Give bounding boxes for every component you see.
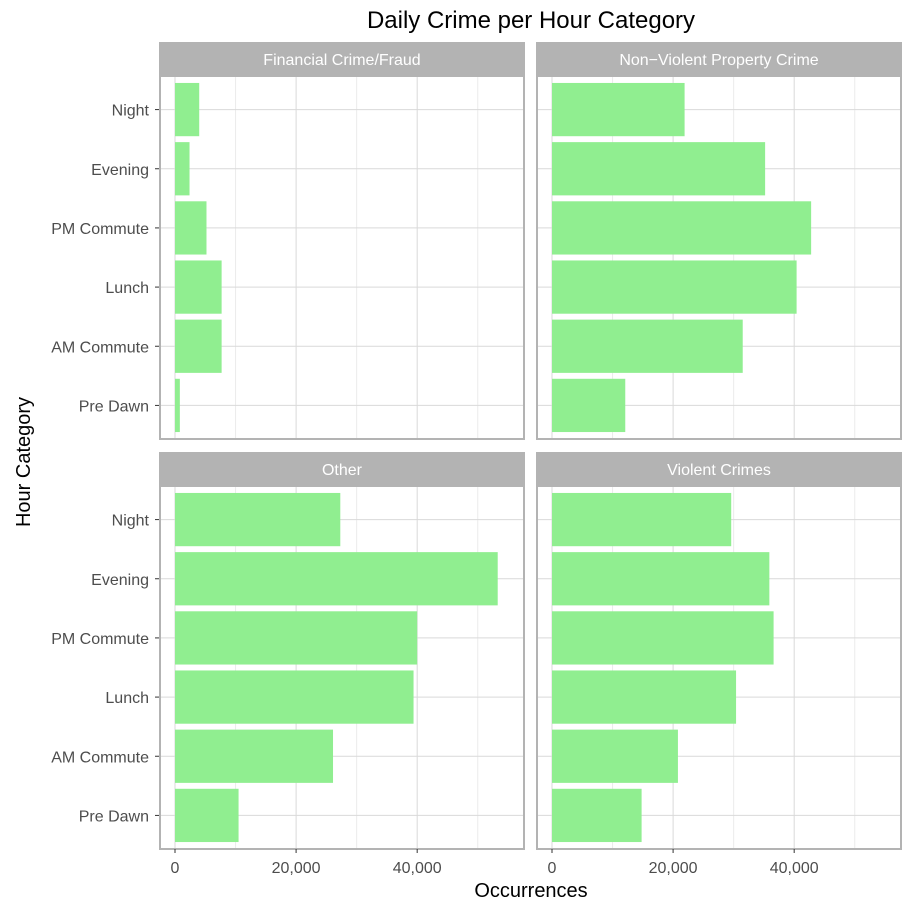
bar	[175, 552, 498, 606]
bar	[175, 142, 190, 196]
facet-panel: Non−Violent Property Crime	[536, 42, 902, 440]
bar	[552, 788, 642, 843]
facet-strip	[159, 452, 525, 486]
x-tick-label: 20,000	[272, 860, 321, 877]
bar	[175, 201, 207, 255]
facet-strip	[536, 42, 902, 76]
facet-panel: Other Pre Dawn AM Commute Lunch PM Commute Ev…	[51, 452, 525, 877]
bar	[552, 319, 743, 373]
bar	[175, 492, 341, 547]
panel-border	[159, 75, 525, 440]
panel-border	[536, 75, 902, 440]
facet-strip	[159, 42, 525, 76]
y-tick-label: Pre Dawn	[79, 808, 149, 825]
y-tick-label: PM Commute	[51, 631, 149, 648]
bar	[552, 142, 766, 196]
panels-layer: Financial Crime/Fraud Pre Dawn AM Commute L…	[51, 42, 902, 877]
y-axis-title: Hour Category	[13, 397, 35, 527]
bar	[552, 670, 737, 724]
bar	[175, 611, 418, 665]
x-axis-title: Occurrences	[474, 880, 587, 902]
panel-border	[159, 485, 525, 850]
y-tick-label: Pre Dawn	[79, 398, 149, 415]
bar	[552, 260, 797, 314]
bar	[175, 82, 200, 137]
panel-border	[536, 485, 902, 850]
bar	[175, 260, 222, 314]
x-tick-label: 20,000	[649, 860, 698, 877]
bar	[175, 670, 414, 724]
bar	[552, 492, 732, 547]
y-tick-label: Evening	[91, 162, 149, 179]
x-tick-label: 40,000	[393, 860, 442, 877]
facet-panel: Financial Crime/Fraud Pre Dawn AM Commute L…	[51, 42, 525, 440]
x-tick-label: 0	[171, 860, 180, 877]
chart-title: Daily Crime per Hour Category	[367, 7, 695, 34]
bar	[175, 378, 180, 433]
bar	[552, 611, 774, 665]
bar	[552, 82, 685, 137]
facet-strip-label: Other	[322, 462, 363, 479]
y-tick-label: Night	[112, 513, 150, 530]
facet-strip-label: Non−Violent Property Crime	[619, 52, 818, 69]
y-tick-label: Evening	[91, 572, 149, 589]
facet-strip	[536, 452, 902, 486]
facet-strip-label: Violent Crimes	[667, 462, 771, 479]
bar	[552, 729, 678, 783]
panel-background	[536, 486, 902, 849]
y-tick-label: PM Commute	[51, 221, 149, 238]
bar	[175, 729, 334, 783]
bar	[175, 788, 239, 843]
y-tick-label: Lunch	[105, 280, 149, 297]
y-tick-label: Lunch	[105, 690, 149, 707]
x-tick-label: 0	[548, 860, 557, 877]
bar	[552, 201, 812, 255]
panel-background	[159, 76, 525, 439]
panel-background	[159, 486, 525, 849]
facet-panel: Violent Crimes 0 20,000 40,000	[536, 452, 902, 877]
facet-strip-label: Financial Crime/Fraud	[263, 52, 420, 69]
y-tick-label: AM Commute	[51, 749, 149, 766]
bar	[552, 552, 770, 606]
bar	[175, 319, 222, 373]
y-tick-label: Night	[112, 103, 150, 120]
y-tick-label: AM Commute	[51, 339, 149, 356]
x-tick-label: 40,000	[770, 860, 819, 877]
panel-background	[536, 76, 902, 439]
bar	[552, 378, 626, 433]
